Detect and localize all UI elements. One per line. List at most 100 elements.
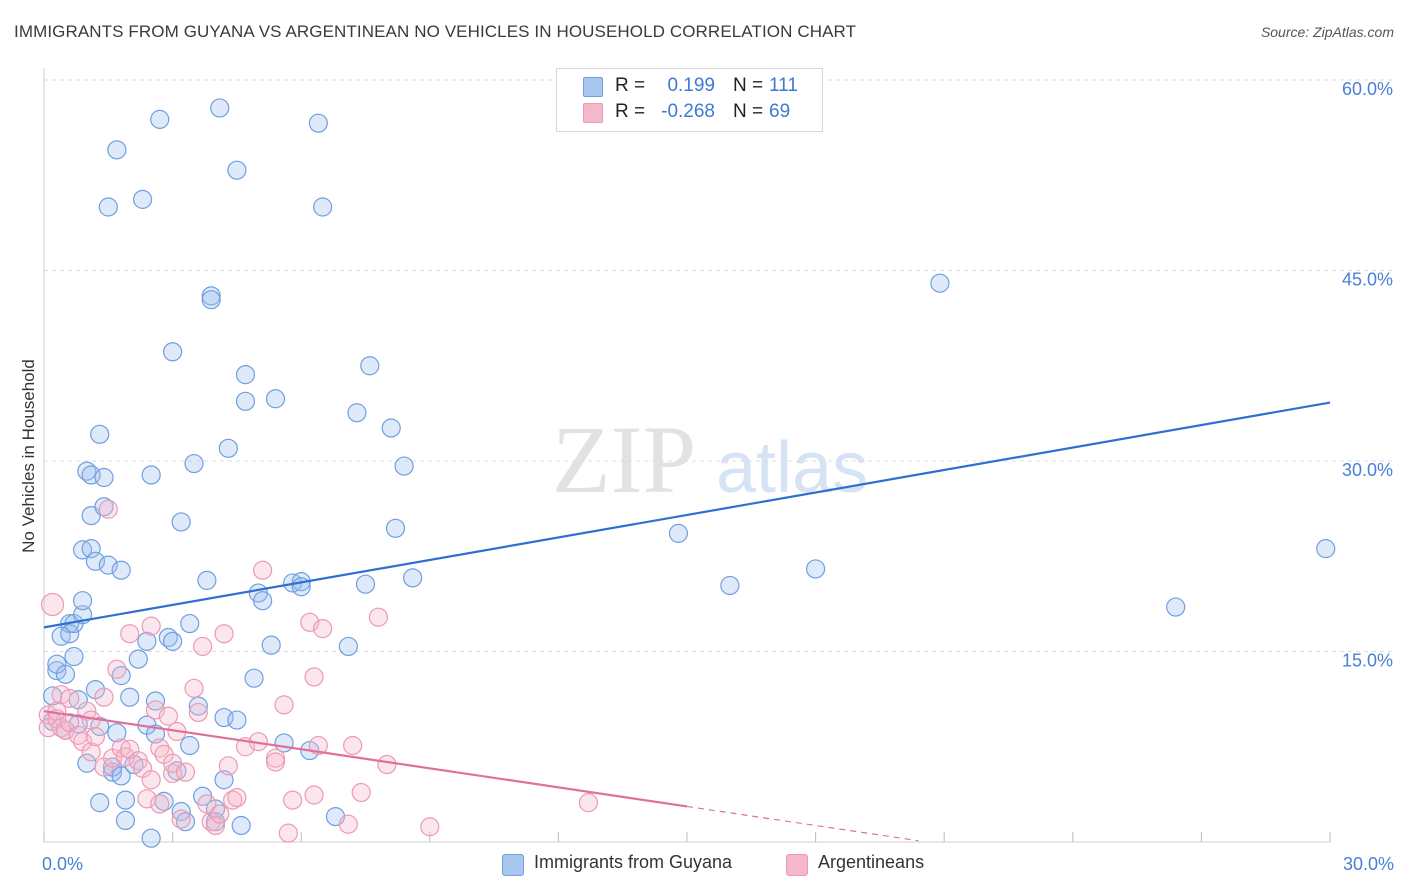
data-point xyxy=(171,801,191,822)
data-point xyxy=(244,668,264,688)
y-tick-label: 45.0% xyxy=(1342,270,1393,290)
data-point xyxy=(98,499,118,519)
data-point xyxy=(235,391,256,411)
data-point xyxy=(77,701,97,721)
data-point xyxy=(85,726,106,747)
trend-lines xyxy=(43,401,1331,842)
data-point xyxy=(81,539,101,559)
data-point xyxy=(253,591,273,611)
data-point xyxy=(1316,539,1336,559)
data-point xyxy=(98,555,118,575)
legend-n-label: N = xyxy=(733,75,764,96)
watermark-atlas: atlas xyxy=(716,428,868,508)
legend-r-value: -0.268 xyxy=(661,101,715,122)
correlation-legend: R = 0.199 N = 111 R = -0.268 N = 69 xyxy=(556,68,823,132)
watermark-zip: ZIP xyxy=(552,406,696,513)
data-point xyxy=(163,342,183,362)
data-point xyxy=(377,754,397,775)
data-point xyxy=(668,523,689,543)
data-point xyxy=(308,735,328,756)
data-point xyxy=(60,624,80,644)
data-point xyxy=(338,814,358,834)
data-point xyxy=(128,649,148,669)
data-point xyxy=(163,631,183,651)
data-point xyxy=(81,742,101,762)
legend-row-guyana: R = 0.199 N = 111 xyxy=(557,75,822,99)
trend-line-guyana xyxy=(43,401,1331,629)
data-point xyxy=(720,575,740,596)
data-point xyxy=(210,804,230,824)
chart-title: IMMIGRANTS FROM GUYANA VS ARGENTINEAN NO… xyxy=(14,22,857,41)
legend-n-value: 111 xyxy=(769,75,798,96)
data-point xyxy=(85,551,106,571)
data-point xyxy=(227,710,247,730)
x-tick-label: 30.0% xyxy=(1343,854,1394,874)
data-point xyxy=(278,823,298,843)
data-point xyxy=(111,766,131,786)
data-point xyxy=(141,465,161,485)
data-point xyxy=(107,723,127,743)
data-point xyxy=(90,424,110,444)
data-point xyxy=(111,560,131,580)
data-point xyxy=(343,735,363,756)
data-point xyxy=(94,687,114,707)
data-point xyxy=(175,762,196,782)
data-point xyxy=(304,785,324,805)
data-point xyxy=(360,356,380,376)
data-point xyxy=(210,98,230,118)
data-point xyxy=(150,794,170,814)
data-point xyxy=(235,365,256,385)
data-point xyxy=(94,467,114,488)
legend-swatch-guyana xyxy=(502,854,524,876)
data-point xyxy=(218,438,238,458)
data-point xyxy=(197,794,217,814)
data-point xyxy=(420,817,440,837)
data-point xyxy=(347,403,367,423)
data-point xyxy=(107,140,127,160)
legend-n-value: 69 xyxy=(769,101,791,122)
data-point xyxy=(313,619,333,639)
legend-label-guyana: Immigrants from Guyana xyxy=(534,852,733,872)
data-point xyxy=(55,664,76,684)
x-tick-labels: 0.0% 30.0% xyxy=(42,854,1394,874)
axes xyxy=(43,68,1331,843)
data-point xyxy=(137,789,157,809)
watermark: ZIP atlas xyxy=(552,406,868,513)
data-point xyxy=(90,793,110,813)
data-point xyxy=(193,636,213,657)
data-point xyxy=(930,273,950,293)
data-point xyxy=(120,624,140,644)
data-point xyxy=(1166,597,1186,617)
data-point xyxy=(64,646,84,667)
data-point xyxy=(171,512,191,532)
data-point xyxy=(578,793,599,813)
data-point xyxy=(197,570,217,590)
data-point xyxy=(171,809,191,829)
data-point xyxy=(188,696,208,716)
data-point xyxy=(313,197,333,217)
data-point xyxy=(132,189,153,209)
data-point xyxy=(158,706,178,726)
data-point xyxy=(805,559,826,579)
data-point xyxy=(355,574,376,594)
data-point xyxy=(265,752,286,772)
legend-swatch-guyana xyxy=(583,77,603,97)
source-label: Source: ZipAtlas.com xyxy=(1260,24,1394,40)
data-point xyxy=(120,687,140,707)
trend-line-argentineans xyxy=(43,710,688,808)
data-point xyxy=(141,616,161,636)
data-point xyxy=(253,560,273,580)
data-point xyxy=(304,667,324,687)
data-point xyxy=(107,659,127,679)
data-point xyxy=(184,453,204,474)
data-point xyxy=(381,418,401,438)
legend-r-value: 0.199 xyxy=(667,75,715,96)
data-point xyxy=(218,756,238,776)
legend-row-argentineans: R = -0.268 N = 69 xyxy=(557,101,822,125)
series-argentineans-points xyxy=(38,499,599,843)
series-legend: Immigrants from Guyana Argentineans xyxy=(0,852,1406,878)
data-point xyxy=(231,815,251,836)
data-point xyxy=(205,815,226,836)
data-point xyxy=(394,456,414,476)
